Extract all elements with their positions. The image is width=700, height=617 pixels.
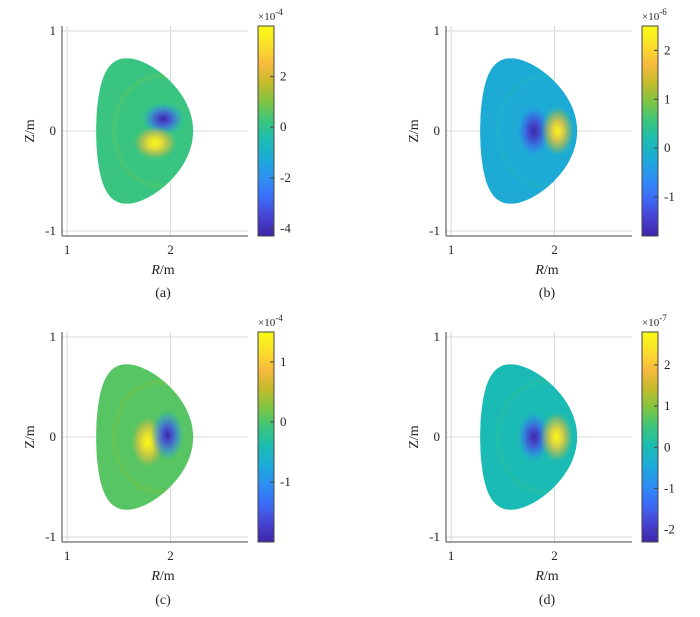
heatmap-field-b [480, 58, 578, 204]
colorbar-tick-label: 1 [280, 354, 287, 369]
y-axis-label: Z/m [407, 119, 422, 142]
x-axis-label-unit: /m [160, 263, 175, 278]
colorbar-tick-label: 0 [280, 414, 287, 429]
colorbar-tick-label: 0 [664, 439, 671, 454]
x-tick-label: 2 [551, 242, 558, 257]
colorbar-tick-label: -2 [280, 170, 291, 185]
y-axis-label: Z/m [23, 425, 38, 448]
colorbar-tick-label: 0 [664, 140, 671, 155]
y-tick-label: 1 [434, 329, 441, 344]
mode-ring [111, 379, 194, 495]
x-axis-label: R/m [150, 263, 174, 278]
y-tick-label: 1 [50, 329, 57, 344]
panel-caption: (a) [155, 286, 171, 301]
colorbar-tick-label: 2 [664, 42, 671, 57]
panel-caption: (c) [155, 593, 171, 608]
x-tick-label: 1 [64, 548, 71, 563]
x-tick-label: 2 [167, 548, 174, 563]
colorbar-exponent-power: -7 [659, 313, 667, 323]
heatmap-feature [516, 105, 551, 157]
heatmap-feature [150, 409, 185, 461]
x-axis-label-unit: /m [544, 263, 559, 278]
x-axis-label-var: R [150, 569, 160, 584]
colorbar [257, 25, 275, 237]
colorbar [257, 331, 275, 543]
y-tick-label: -1 [429, 529, 440, 544]
x-axis-label: R/m [534, 263, 558, 278]
heatmap-field-d [480, 364, 578, 510]
colorbar-tick-label: -1 [664, 189, 675, 204]
y-tick-label: 0 [434, 429, 441, 444]
heatmap-feature [133, 126, 177, 160]
colorbar-exponent: ×10-4 [258, 313, 283, 329]
mode-ring [111, 73, 194, 189]
y-tick-label: 1 [434, 23, 441, 38]
colorbar-tick-label: -1 [664, 480, 675, 495]
heatmap-feature [539, 411, 574, 463]
colorbar-exponent-power: -4 [275, 7, 283, 17]
colorbar-exponent: ×10-4 [258, 7, 283, 23]
y-tick-label: -1 [429, 223, 440, 238]
x-tick-label: 1 [64, 242, 71, 257]
x-tick-label: 1 [448, 548, 455, 563]
colorbar-exponent-power: -6 [659, 7, 667, 17]
panel-d: 1 2 -1 0 1 R/m Z/m (d) 2 1 0 -1 -2 ×10-7 [407, 313, 675, 608]
panel-c: 1 2 -1 0 1 R/m Z/m (c) 1 0 -1 ×10-4 [23, 313, 291, 608]
heatmap-feature [540, 105, 575, 157]
colorbar-exponent-power: -4 [275, 313, 283, 323]
x-axis-label: R/m [150, 569, 174, 584]
y-tick-label: -1 [45, 223, 56, 238]
colorbar [641, 331, 659, 543]
colorbar-tick-label: 0 [280, 119, 287, 134]
colorbar-tick-label: 1 [664, 398, 671, 413]
y-tick-label: 0 [50, 429, 57, 444]
colorbar-tick-label: 2 [664, 357, 671, 372]
mode-ring [495, 379, 578, 495]
x-axis-label-unit: /m [160, 569, 175, 584]
panel-caption: (b) [539, 286, 556, 301]
mode-ring [495, 73, 578, 189]
heatmap-field-c [96, 364, 194, 510]
colorbar-exponent-base: ×10 [258, 11, 276, 23]
y-tick-label: 0 [50, 123, 57, 138]
x-tick-label: 1 [448, 242, 455, 257]
colorbar-exponent-base: ×10 [642, 317, 660, 329]
colorbar-exponent: ×10-6 [642, 7, 667, 23]
x-tick-label: 2 [167, 242, 174, 257]
y-axis-label: Z/m [23, 119, 38, 142]
colorbar-tick-label: -4 [280, 220, 291, 235]
colorbar-exponent-base: ×10 [258, 317, 276, 329]
panel-b: 1 2 -1 0 1 R/m Z/m (b) 2 1 0 -1 ×10-6 [407, 7, 675, 301]
colorbar-exponent: ×10-7 [642, 313, 667, 329]
colorbar-tick-label: 1 [664, 91, 671, 106]
colorbar-tick-label: -1 [280, 474, 291, 489]
x-axis-label-unit: /m [544, 569, 559, 584]
heatmap-field-a [96, 58, 194, 204]
colorbar-exponent-base: ×10 [642, 11, 660, 23]
y-tick-label: -1 [45, 529, 56, 544]
x-axis-label-var: R [150, 263, 160, 278]
y-axis-label: Z/m [407, 425, 422, 448]
y-tick-label: 0 [434, 123, 441, 138]
colorbar-tick-label: 2 [280, 69, 287, 84]
x-axis-label-var: R [534, 263, 544, 278]
panel-caption: (d) [539, 593, 556, 608]
x-axis-label-var: R [534, 569, 544, 584]
colorbar-tick-label: -2 [664, 522, 675, 537]
x-tick-label: 2 [551, 548, 558, 563]
y-tick-label: 1 [50, 23, 57, 38]
x-axis-label: R/m [534, 569, 558, 584]
colorbar [641, 25, 659, 237]
